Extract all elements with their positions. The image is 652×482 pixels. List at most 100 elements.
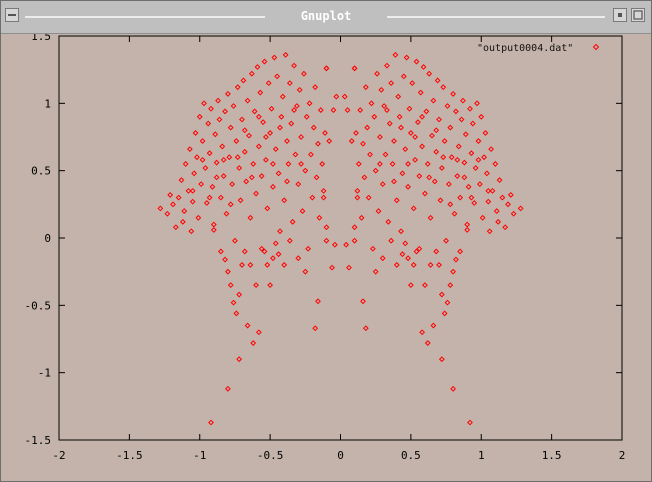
data-point — [248, 174, 255, 181]
data-point — [239, 116, 245, 123]
plot-frame — [58, 35, 623, 441]
data-point — [255, 143, 262, 150]
data-point — [299, 208, 306, 214]
data-point — [419, 329, 426, 336]
data-point — [398, 124, 404, 131]
data-point — [284, 178, 290, 185]
data-point — [188, 228, 195, 235]
data-point — [433, 127, 440, 134]
y-tick-label: 1.5 — [31, 34, 51, 43]
data-point — [402, 240, 409, 247]
data-point — [264, 262, 271, 268]
data-point — [468, 194, 475, 201]
data-point — [232, 237, 238, 244]
data-point — [284, 138, 290, 144]
data-point — [378, 86, 385, 93]
data-point — [189, 187, 196, 194]
data-point — [274, 73, 281, 80]
data-point — [388, 237, 395, 244]
data-point — [265, 80, 272, 87]
data-point — [461, 159, 468, 166]
data-point — [246, 132, 252, 139]
data-point — [213, 159, 220, 166]
data-point — [353, 130, 359, 136]
data-point — [295, 255, 302, 262]
data-point — [478, 113, 485, 120]
data-point — [223, 210, 230, 217]
data-point — [309, 194, 316, 201]
data-point — [405, 161, 411, 167]
window-menu-button[interactable] — [5, 8, 19, 22]
data-point — [510, 210, 517, 217]
data-point — [422, 282, 428, 289]
data-point — [212, 131, 219, 138]
data-point — [372, 167, 379, 174]
data-point — [429, 132, 435, 139]
data-point — [438, 356, 445, 363]
data-point — [170, 201, 176, 208]
data-point — [389, 161, 396, 167]
data-point — [445, 181, 452, 188]
data-point — [255, 113, 262, 120]
data-point — [278, 113, 285, 120]
data-point — [292, 151, 299, 158]
data-point — [179, 218, 186, 225]
data-point — [208, 419, 214, 426]
data-point — [222, 256, 228, 263]
menu-icon — [8, 14, 16, 16]
data-point — [372, 268, 379, 275]
data-point — [316, 214, 323, 221]
data-point — [281, 262, 288, 268]
data-point — [205, 120, 212, 127]
data-point — [375, 208, 382, 214]
minimize-button[interactable] — [613, 8, 627, 22]
data-point — [288, 120, 295, 127]
data-point — [447, 201, 454, 208]
data-point — [415, 119, 421, 126]
data-point — [253, 190, 259, 197]
data-point — [371, 113, 378, 120]
title-bar[interactable]: Gnuplot — [1, 1, 651, 34]
data-point — [354, 187, 361, 194]
data-point — [302, 268, 309, 275]
data-point — [362, 325, 369, 332]
data-point — [250, 161, 257, 167]
data-point — [257, 89, 264, 96]
data-point — [437, 197, 444, 204]
data-point — [405, 255, 411, 262]
legend-label: "output0004.dat" — [477, 43, 574, 54]
y-tick-label: 1 — [44, 97, 51, 110]
data-point — [412, 134, 419, 140]
data-point — [251, 108, 258, 115]
data-point — [233, 310, 240, 317]
data-point — [419, 143, 426, 150]
data-point — [472, 165, 479, 171]
data-point — [447, 282, 454, 289]
x-tick-label: -1.5 — [116, 449, 143, 462]
data-point — [261, 248, 268, 255]
data-point — [420, 64, 427, 70]
data-point — [448, 154, 455, 161]
data-point — [272, 146, 279, 153]
data-point — [277, 124, 283, 131]
data-point — [441, 138, 448, 144]
data-point — [482, 130, 489, 136]
data-point — [244, 97, 251, 104]
data-point — [474, 100, 480, 107]
data-point — [239, 262, 245, 268]
data-point — [419, 113, 426, 120]
data-point — [364, 124, 371, 131]
data-point — [344, 107, 351, 113]
data-point — [436, 262, 442, 268]
data-point — [220, 156, 227, 163]
data-point — [422, 190, 428, 197]
maximize-button[interactable] — [631, 8, 645, 22]
data-point — [436, 116, 442, 123]
data-point — [402, 146, 409, 153]
data-point — [458, 116, 465, 123]
data-point — [286, 237, 293, 244]
data-point — [275, 170, 282, 177]
x-tick-label: 0 — [337, 449, 344, 462]
data-point — [210, 221, 217, 228]
data-point — [224, 90, 231, 97]
